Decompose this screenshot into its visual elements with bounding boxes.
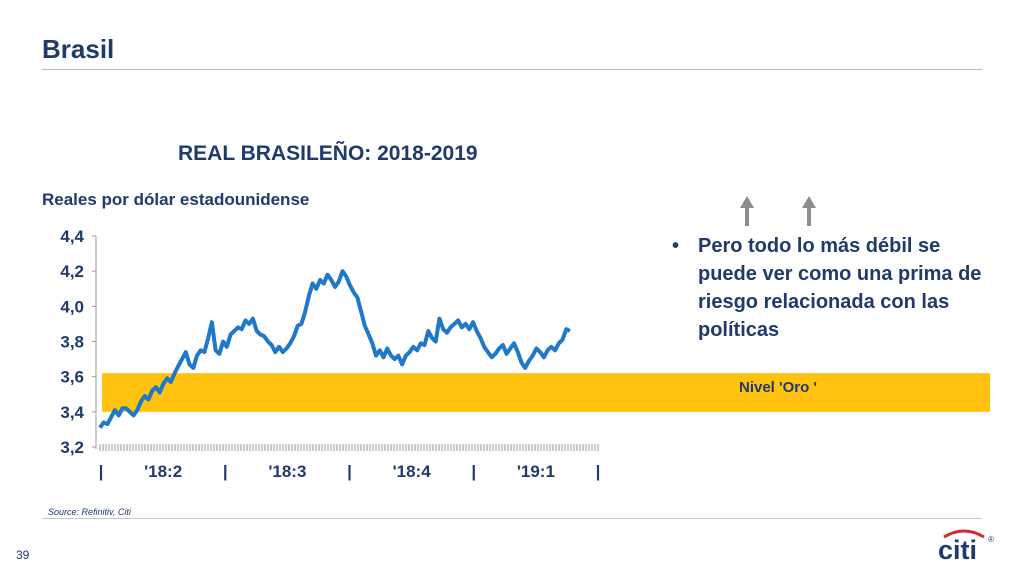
- x-tick-label: '18:3: [268, 462, 306, 481]
- x-axis-labels: | '18:2 | '18:3 | '18:4 | '19:1 |: [99, 462, 601, 481]
- x-axis-separator: |: [596, 462, 601, 481]
- x-axis-separator: |: [471, 462, 476, 481]
- x-axis-separator: |: [347, 462, 352, 481]
- y-tick-label: 3,4: [60, 403, 84, 422]
- y-tick-label: 4,4: [60, 227, 84, 246]
- gold-level-band: [102, 373, 990, 412]
- y-tick-label: 3,8: [60, 333, 84, 352]
- slide-title: Brasil: [42, 34, 115, 64]
- source-note: Source: Refinitiv, Citi: [48, 507, 131, 517]
- y-tick-label: 4,0: [60, 297, 84, 316]
- bullet-point: • Pero todo lo más débil se puede ver co…: [672, 232, 992, 344]
- footer-divider: [42, 518, 982, 519]
- chart-title: REAL BRASILEÑO: 2018-2019: [178, 142, 478, 165]
- logo-arc: [943, 529, 985, 539]
- logo-text: citi: [938, 535, 977, 564]
- y-tick-label: 4,2: [60, 262, 84, 281]
- up-arrow-icon: [802, 196, 816, 226]
- y-tick-label: 3,2: [60, 438, 84, 457]
- x-axis-separator: |: [223, 462, 228, 481]
- bullet-dot: •: [672, 235, 680, 257]
- gold-level-label: Nivel 'Oro ': [739, 379, 817, 396]
- y-axis-ticks: 3,2 3,4 3,6 3,8 4,0 4,2 4,4: [60, 227, 96, 457]
- up-arrow-icon: [740, 196, 754, 226]
- registered-mark: ®: [988, 535, 994, 544]
- bullet-text: Pero todo lo más débil se puede ver como…: [698, 235, 982, 341]
- page-number: 39: [16, 548, 30, 562]
- x-tick-label: '18:4: [393, 462, 432, 481]
- x-axis-minor-ticks: [99, 444, 599, 451]
- arrows-group: [740, 196, 816, 226]
- title-divider: [42, 69, 982, 70]
- series-line: [98, 269, 571, 429]
- y-tick-label: 3,6: [60, 368, 84, 387]
- citi-logo: citi ®: [938, 529, 994, 564]
- x-tick-label: '19:1: [517, 462, 555, 481]
- x-tick-label: '18:2: [144, 462, 182, 481]
- chart-y-axis-label: Reales por dólar estadounidense: [42, 190, 310, 209]
- x-axis-separator: |: [99, 462, 104, 481]
